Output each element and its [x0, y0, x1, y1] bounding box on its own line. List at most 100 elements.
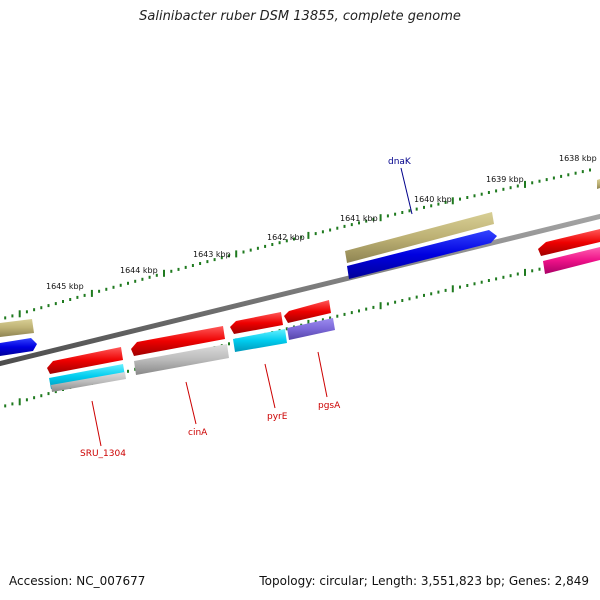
outer-minor-tick: [220, 256, 223, 260]
outer-minor-tick: [538, 179, 541, 183]
gene-reverse-cyan-2[interactable]: [233, 329, 287, 352]
outer-minor-tick: [199, 262, 202, 265]
outer-minor-tick: [300, 235, 303, 239]
outer-minor-tick: [350, 223, 353, 227]
gene-reverse-magenta-right[interactable]: [543, 247, 600, 274]
gene-SRU_1304[interactable]: [47, 347, 123, 374]
outer-major-tick: [163, 269, 165, 277]
inner-minor-tick: [487, 279, 490, 282]
outer-minor-tick: [271, 243, 274, 246]
inner-minor-tick: [502, 275, 505, 279]
inner-minor-tick: [415, 295, 418, 299]
outer-minor-tick: [560, 174, 563, 178]
gene-pyrE[interactable]: [230, 312, 283, 334]
tick-labels: 1638 kbp 1639 kbp 1640 kbp 1641 kbp 1642…: [46, 154, 597, 291]
outer-minor-tick: [509, 186, 512, 190]
gene-forward-khaki-edge[interactable]: [597, 179, 600, 189]
inner-minor-tick: [358, 309, 360, 313]
tick-label-1638: 1638 kbp: [559, 154, 597, 163]
outer-minor-tick: [4, 316, 7, 320]
outer-tick-ring: [4, 168, 591, 320]
inner-minor-tick: [401, 299, 404, 302]
outer-minor-tick: [487, 191, 490, 194]
reverse-features: [47, 229, 600, 392]
gene-cinA[interactable]: [131, 326, 225, 356]
gene-label-pgsA[interactable]: pgsA: [318, 401, 341, 411]
tick-label-1639: 1639 kbp: [486, 175, 524, 184]
outer-major-tick: [18, 310, 21, 318]
outer-minor-tick: [11, 314, 14, 318]
gene-labels: dnaK SRU_1304 cinA pyrE pgsA: [80, 157, 412, 459]
inner-minor-tick: [4, 404, 7, 408]
outer-minor-tick: [184, 265, 187, 269]
gene-reverse-red-right[interactable]: [538, 229, 600, 256]
outer-minor-tick: [459, 197, 461, 201]
inner-minor-tick: [40, 394, 43, 398]
outer-minor-tick: [76, 295, 79, 299]
leader-SRU_1304: [91, 400, 102, 447]
outer-minor-tick: [502, 187, 505, 191]
inner-minor-tick: [127, 369, 129, 373]
inner-minor-tick: [423, 293, 425, 297]
accession-text: Accession: NC_007677: [9, 574, 146, 588]
genome-backbone: [0, 213, 600, 367]
inner-major-tick: [379, 302, 382, 310]
tick-label-1643: 1643 kbp: [193, 250, 231, 259]
outer-minor-tick: [40, 306, 43, 310]
gene-forward-khaki[interactable]: [345, 212, 494, 263]
outer-minor-tick: [495, 189, 498, 193]
inner-minor-tick: [516, 272, 519, 276]
gene-forward-khaki-left[interactable]: [0, 319, 34, 337]
outer-minor-tick: [141, 277, 144, 281]
tick-label-1640: 1640 kbp: [414, 195, 452, 204]
outer-minor-tick: [466, 196, 469, 199]
outer-minor-tick: [155, 273, 158, 277]
outer-minor-tick: [105, 287, 108, 291]
outer-minor-tick: [336, 226, 339, 230]
gene-reverse-gray-1[interactable]: [51, 372, 126, 392]
inner-minor-tick: [531, 269, 534, 273]
outer-major-tick: [379, 214, 382, 222]
outer-minor-tick: [552, 176, 555, 180]
inner-minor-tick: [33, 396, 36, 400]
gene-forward-blue-left[interactable]: [0, 338, 37, 356]
outer-major-tick: [524, 180, 526, 188]
outer-minor-tick: [62, 300, 64, 303]
outer-minor-tick: [589, 168, 591, 172]
outer-major-tick: [451, 197, 454, 205]
gene-dnaK[interactable]: [347, 230, 497, 279]
outer-minor-tick: [191, 264, 194, 267]
gene-label-dnaK[interactable]: dnaK: [388, 157, 412, 167]
leader-pyrE: [264, 363, 276, 409]
inner-minor-tick: [495, 277, 498, 281]
outer-minor-tick: [285, 239, 288, 243]
outer-minor-tick: [112, 285, 115, 289]
inner-major-tick: [18, 398, 21, 406]
gene-pgsA[interactable]: [284, 300, 331, 323]
outer-minor-tick: [473, 194, 476, 198]
outer-minor-tick: [516, 184, 519, 188]
gene-label-pyrE[interactable]: pyrE: [267, 412, 288, 422]
outer-minor-tick: [372, 217, 375, 221]
gene-label-SRU_1304[interactable]: SRU_1304: [80, 449, 126, 459]
inner-minor-tick: [365, 307, 368, 311]
inner-minor-tick: [480, 280, 483, 284]
tick-label-1641: 1641 kbp: [340, 214, 378, 223]
outer-minor-tick: [33, 308, 36, 312]
outer-minor-tick: [228, 254, 230, 258]
label-leaders: [91, 167, 413, 447]
outer-minor-tick: [394, 212, 397, 216]
genome-title: Salinibacter ruber DSM 13855, complete g…: [139, 9, 461, 24]
gene-reverse-gray-2[interactable]: [134, 344, 229, 375]
leader-dnaK: [400, 167, 413, 215]
gene-reverse-purple[interactable]: [287, 318, 335, 340]
outer-minor-tick: [415, 207, 418, 211]
outer-major-tick: [90, 289, 93, 297]
outer-minor-tick: [177, 267, 180, 271]
inner-minor-tick: [25, 398, 28, 402]
inner-minor-tick: [430, 292, 433, 296]
outer-minor-tick: [293, 237, 295, 241]
inner-minor-tick: [47, 392, 50, 396]
gene-label-cinA[interactable]: cinA: [188, 428, 208, 438]
